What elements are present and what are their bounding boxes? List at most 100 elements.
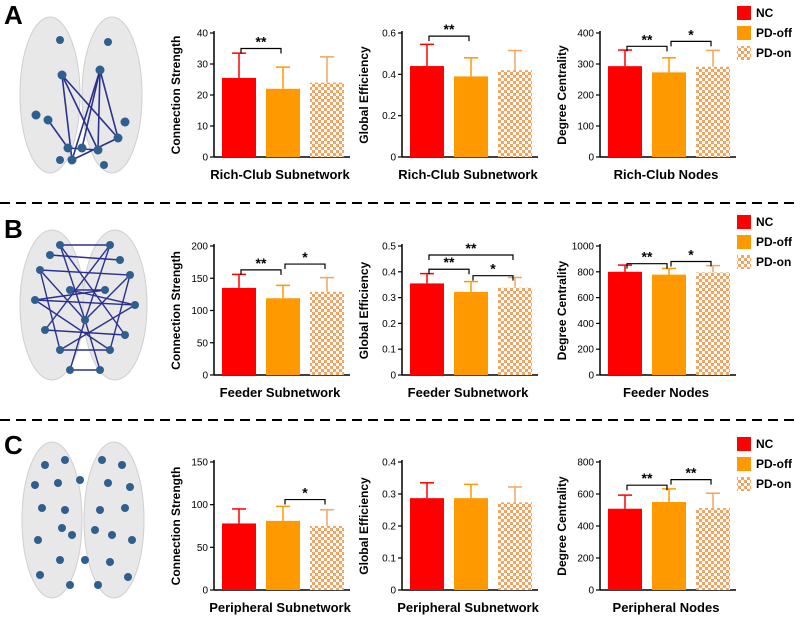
significance-bracket: [240, 47, 282, 54]
legend-swatch-pd-on: [737, 477, 751, 491]
legend-label-nc: NC: [756, 437, 774, 451]
legend-a: NC PD-off PD-on: [737, 6, 793, 60]
y-tick-label: 600: [577, 490, 594, 501]
y-tick-label: 200: [577, 345, 594, 356]
significance-bracket: [240, 269, 282, 275]
y-tick-label: 0: [390, 371, 396, 382]
chart-7: 0 50 100 150 * Connection Strength Peripheral …: [169, 458, 352, 616]
bar-pd-on: [310, 291, 344, 375]
panel-label-c: C: [4, 430, 23, 460]
peripheral-nodes: [31, 456, 136, 589]
feeder-edges: [34, 244, 136, 371]
legend-label-pd-off: PD-off: [756, 235, 793, 249]
y-tick-label: 1000: [572, 242, 595, 253]
y-tick-label: 0.1: [382, 345, 396, 356]
bar-pd-on: [696, 508, 730, 590]
y-tick-label: 150: [191, 274, 208, 285]
y-tick-label: 50: [197, 543, 209, 554]
y-tick-label: 0: [202, 153, 208, 164]
legend-swatch-pd-off: [737, 235, 751, 249]
y-tick-label: 800: [577, 458, 594, 469]
bar-pd-on: [310, 526, 344, 590]
y-tick-label: 0: [588, 586, 594, 597]
y-tick-label: 800: [577, 267, 594, 278]
significance-bracket: [626, 45, 668, 52]
y-tick-label: 100: [191, 306, 208, 317]
chart-1: 0 10 20 30 40 ** Connection Strength Rich-Club …: [169, 29, 350, 183]
bar-nc: [222, 77, 256, 157]
bar-pd-off: [454, 291, 488, 375]
y-tick-label: 10: [197, 122, 209, 133]
legend-label-pd-on: PD-on: [756, 477, 791, 491]
x-axis-label: Peripheral Subnetwork: [209, 600, 351, 615]
bar-nc: [222, 287, 256, 375]
y-tick-label: 300: [577, 60, 594, 71]
bar-pd-off: [266, 298, 300, 375]
bar-pd-on: [498, 287, 532, 375]
y-tick-label: 0: [390, 153, 396, 164]
y-axis-label: Degree Centrality: [555, 45, 569, 145]
y-axis-label: Degree Centrality: [555, 260, 569, 360]
significance-bracket: [428, 254, 514, 261]
significance-bracket: [284, 263, 326, 270]
y-tick-label: 0: [588, 153, 594, 164]
significance-label: **: [686, 465, 697, 481]
legend-swatch-pd-on: [737, 46, 751, 60]
x-axis-label: Rich-Club Nodes: [614, 167, 719, 182]
legend-label-pd-off: PD-off: [756, 26, 793, 40]
y-tick-label: 0.3: [382, 293, 396, 304]
y-tick-label: 0.4: [382, 458, 396, 469]
legend-swatch-pd-on: [737, 255, 751, 269]
significance-label: **: [466, 240, 477, 256]
panel-label-b: B: [4, 214, 23, 244]
brain-network-c: [21, 441, 145, 599]
y-axis-label: Global Efficiency: [357, 261, 371, 359]
rich-club-nodes: [31, 36, 130, 169]
significance-bracket: [472, 275, 514, 281]
bar-nc: [410, 66, 444, 157]
bar-pd-on: [696, 66, 730, 157]
legend-swatch-nc: [737, 6, 751, 20]
y-tick-label: 50: [197, 338, 209, 349]
significance-label: **: [642, 31, 653, 47]
feeder-nodes: [31, 241, 139, 374]
significance-bracket: [428, 268, 470, 275]
brain-left-hemisphere-icon: [21, 441, 83, 599]
y-tick-label: 40: [197, 29, 209, 40]
y-axis-label: Degree Centrality: [555, 476, 569, 576]
legend-label-pd-on: PD-on: [756, 255, 791, 269]
y-tick-label: 400: [577, 319, 594, 330]
significance-label: *: [688, 26, 694, 42]
x-axis-label: Feeder Subnetwork: [220, 385, 341, 400]
significance-bracket: [284, 498, 326, 505]
legend-swatch-pd-off: [737, 26, 751, 40]
y-axis-label: Global Efficiency: [357, 46, 371, 144]
y-tick-label: 600: [577, 293, 594, 304]
chart-2: 0 0.2 0.4 0.6 ** Global Efficiency Rich-Club S…: [357, 21, 538, 182]
significance-label: **: [256, 255, 267, 271]
legend-label-nc: NC: [756, 6, 774, 20]
bar-nc: [608, 271, 642, 375]
y-tick-label: 400: [577, 29, 594, 40]
y-tick-label: 200: [577, 91, 594, 102]
significance-label: *: [302, 249, 308, 265]
x-axis-label: Feeder Nodes: [623, 385, 709, 400]
y-tick-label: 400: [577, 522, 594, 533]
legend-label-nc: NC: [756, 215, 774, 229]
x-axis-label: Peripheral Subnetwork: [397, 600, 539, 615]
x-axis-label: Rich-Club Subnetwork: [210, 167, 350, 182]
legend-swatch-pd-off: [737, 457, 751, 471]
brain-right-hemisphere-icon: [83, 441, 145, 599]
y-tick-label: 150: [191, 458, 208, 469]
significance-label: **: [642, 470, 653, 486]
legend-label-pd-on: PD-on: [756, 46, 791, 60]
y-tick-label: 0: [202, 586, 208, 597]
bar-nc: [608, 66, 642, 157]
bar-pd-off: [454, 498, 488, 590]
significance-bracket: [626, 263, 668, 269]
y-tick-label: 0.2: [382, 522, 396, 533]
significance-bracket: [428, 35, 470, 42]
